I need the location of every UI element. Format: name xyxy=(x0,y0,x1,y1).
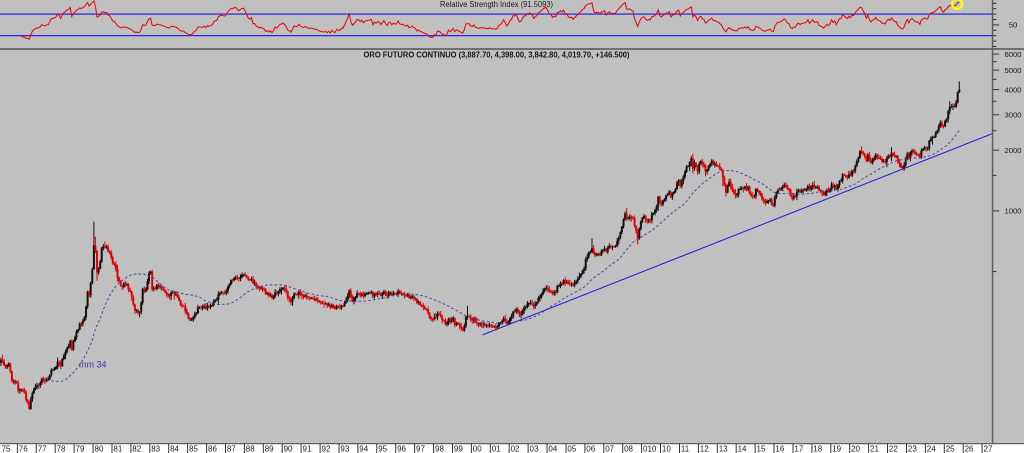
svg-text:94: 94 xyxy=(359,444,368,453)
svg-text:6000: 6000 xyxy=(1004,50,1021,59)
svg-text:79: 79 xyxy=(76,444,85,453)
svg-text:88: 88 xyxy=(246,444,255,453)
svg-text:97: 97 xyxy=(416,444,425,453)
svg-text:50: 50 xyxy=(1009,21,1018,30)
svg-text:21: 21 xyxy=(870,444,879,453)
svg-text:10: 10 xyxy=(662,444,671,453)
svg-text:05: 05 xyxy=(567,444,576,453)
svg-text:78: 78 xyxy=(57,444,66,453)
svg-text:Relative Strength Index (91.50: Relative Strength Index (91.5093) xyxy=(440,0,553,9)
svg-text:19: 19 xyxy=(832,444,841,453)
svg-text:82: 82 xyxy=(132,444,141,453)
svg-text:91: 91 xyxy=(303,444,312,453)
svg-text:13: 13 xyxy=(719,444,728,453)
svg-text:98: 98 xyxy=(435,444,444,453)
svg-text:81: 81 xyxy=(113,444,122,453)
svg-text:12: 12 xyxy=(700,444,709,453)
svg-text:89: 89 xyxy=(265,444,274,453)
svg-text:77: 77 xyxy=(38,444,47,453)
svg-text:75: 75 xyxy=(2,444,11,453)
svg-text:5000: 5000 xyxy=(1004,66,1021,75)
svg-text:15: 15 xyxy=(757,444,766,453)
svg-text:86: 86 xyxy=(208,444,217,453)
svg-text:92: 92 xyxy=(322,444,331,453)
svg-text:03: 03 xyxy=(530,444,539,453)
svg-text:1000: 1000 xyxy=(1004,207,1021,216)
svg-text:01: 01 xyxy=(492,444,501,453)
svg-text:22: 22 xyxy=(889,444,898,453)
svg-text:14: 14 xyxy=(738,444,747,453)
svg-text:26: 26 xyxy=(965,444,974,453)
svg-text:85: 85 xyxy=(189,444,198,453)
svg-text:3000: 3000 xyxy=(1004,111,1021,120)
svg-text:83: 83 xyxy=(151,444,160,453)
svg-text:84: 84 xyxy=(170,444,179,453)
svg-text:18: 18 xyxy=(813,444,822,453)
svg-text:80: 80 xyxy=(95,444,104,453)
svg-text:010: 010 xyxy=(643,444,657,453)
svg-text:96: 96 xyxy=(397,444,406,453)
svg-text:04: 04 xyxy=(548,444,557,453)
svg-text:06: 06 xyxy=(586,444,595,453)
svg-text:93: 93 xyxy=(340,444,349,453)
svg-text:4000: 4000 xyxy=(1004,85,1021,94)
svg-text:23: 23 xyxy=(908,444,917,453)
svg-text:90: 90 xyxy=(284,444,293,453)
svg-text:76: 76 xyxy=(19,444,28,453)
svg-text:95: 95 xyxy=(378,444,387,453)
svg-text:27: 27 xyxy=(984,444,993,453)
svg-text:07: 07 xyxy=(605,444,614,453)
svg-text:87: 87 xyxy=(227,444,236,453)
svg-text:mm 34: mm 34 xyxy=(79,360,107,370)
svg-text:00: 00 xyxy=(473,444,482,453)
svg-text:99: 99 xyxy=(454,444,463,453)
svg-text:17: 17 xyxy=(794,444,803,453)
svg-text:08: 08 xyxy=(624,444,633,453)
svg-text:20: 20 xyxy=(851,444,860,453)
svg-text:16: 16 xyxy=(775,444,784,453)
svg-text:02: 02 xyxy=(511,444,520,453)
svg-text:25: 25 xyxy=(946,444,955,453)
svg-text:ORO FUTURO CONTINUO (3,887.70,: ORO FUTURO CONTINUO (3,887.70, 4,398.00,… xyxy=(364,50,630,59)
svg-text:11: 11 xyxy=(681,444,690,453)
svg-text:2000: 2000 xyxy=(1004,146,1021,155)
svg-text:24: 24 xyxy=(927,444,936,453)
